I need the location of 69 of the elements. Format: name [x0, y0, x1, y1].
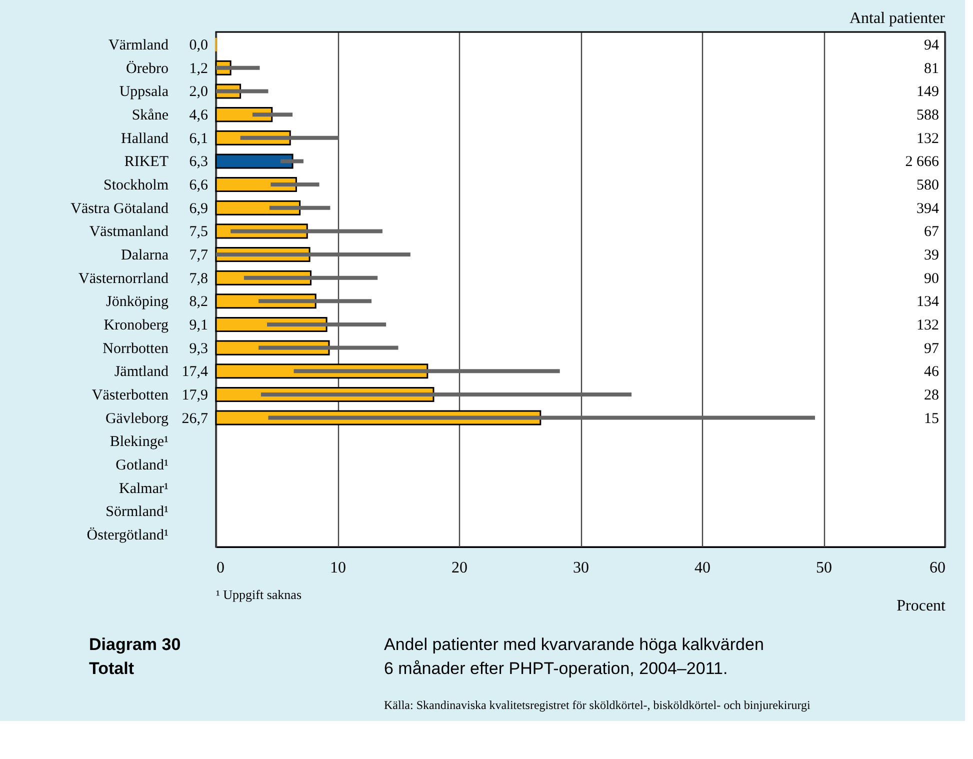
y-tick-label: Västra Götaland	[70, 200, 169, 217]
y-tick-label: Jönköping	[106, 294, 169, 310]
x-tick-label: 10	[330, 560, 346, 576]
y-tick-label: Örebro	[126, 60, 168, 77]
y2-tick-label: 39	[924, 248, 939, 264]
y2-tick-label: 67	[924, 224, 940, 240]
x-tick-label: 0	[216, 560, 224, 576]
data-label: 8,2	[189, 294, 208, 310]
y2-tick-label: 28	[924, 387, 939, 404]
y-tick-label: Uppsala	[119, 84, 169, 100]
data-label: 6,6	[189, 178, 208, 194]
x-tick-label: 20	[452, 560, 468, 576]
text: Källa: Skandinaviska kvalitetsregistret för sköldkörtel-, bisköldkörtel- och binjurekirurgi	[384, 698, 812, 712]
x-tick-label: 40	[694, 560, 710, 576]
y2-tick-label: 97	[924, 340, 940, 357]
y2-tick-label: 46	[924, 364, 940, 380]
data-label: 26,7	[182, 410, 208, 427]
y-tick-label: Kalmar¹	[119, 480, 168, 497]
data-label: 6,1	[189, 130, 208, 147]
y-tick-label: Stockholm	[103, 178, 169, 194]
y-tick-label: Halland	[121, 130, 169, 147]
y-tick-label: Norrbotten	[102, 340, 169, 357]
y-tick-label: Sörmland¹	[106, 504, 168, 520]
y2-tick-label: 394	[916, 200, 940, 217]
y2-tick-label: 132	[916, 130, 939, 147]
data-label: 9,3	[189, 340, 208, 357]
data-label: 0,0	[189, 38, 208, 54]
y2-tick-label: 81	[924, 60, 939, 77]
data-label: 2,0	[189, 84, 208, 100]
y2-tick-label: 132	[916, 317, 939, 334]
y-tick-label: Värmland	[108, 38, 169, 54]
y-tick-label: Blekinge¹	[110, 434, 168, 450]
x-tick-label: 50	[816, 560, 832, 576]
data-label: 17,4	[182, 364, 208, 380]
y-tick-label: Västerbotten	[92, 387, 169, 404]
y2-tick-label: 580	[916, 178, 939, 194]
y-tick-label: Östergötland¹	[86, 526, 168, 544]
y-tick-label: Gotland¹	[116, 457, 168, 474]
y-tick-label: Västernorrland	[78, 270, 169, 287]
x-axis-title: Procent	[896, 598, 946, 614]
data-label: 7,8	[189, 270, 208, 287]
data-label: 1,2	[189, 60, 208, 77]
y2-tick-label: 94	[924, 38, 940, 54]
y-tick-label: Kronoberg	[104, 317, 169, 334]
x-tick-label: 60	[930, 560, 946, 576]
data-label: 9,1	[189, 317, 208, 334]
y2-axis-title: Antal patienter	[849, 10, 946, 27]
y-tick-label: Dalarna	[121, 248, 169, 264]
text: ¹ Uppgift saknas	[216, 587, 302, 602]
y-tick-label: Jämtland	[114, 364, 169, 380]
data-label: 4,6	[189, 108, 208, 124]
text: Diagram 30 Totalt	[89, 635, 181, 678]
data-label: 6,3	[189, 154, 208, 170]
data-label: 17,9	[182, 387, 208, 404]
data-label: 6,9	[189, 200, 208, 217]
data-label: 7,7	[189, 248, 208, 264]
y-tick-label: Västmanland	[89, 224, 169, 240]
y2-tick-label: 588	[916, 108, 939, 124]
y2-tick-label: 149	[916, 84, 939, 100]
text: Andel patienter med kvarvarande höga kalkvärden 6 månader efter PHPT-operation, 2004–2011.	[384, 635, 764, 678]
y-tick-label: Skåne	[132, 108, 169, 124]
data-label: 7,5	[189, 224, 208, 240]
x-tick-label: 30	[573, 560, 589, 576]
y2-tick-label: 134	[916, 294, 940, 310]
y-tick-label: RIKET	[124, 154, 168, 170]
y-tick-label: Gävleborg	[105, 410, 169, 427]
y2-tick-label: 15	[924, 410, 939, 427]
y2-tick-label: 2 666	[905, 154, 940, 170]
y2-tick-label: 90	[924, 270, 939, 287]
